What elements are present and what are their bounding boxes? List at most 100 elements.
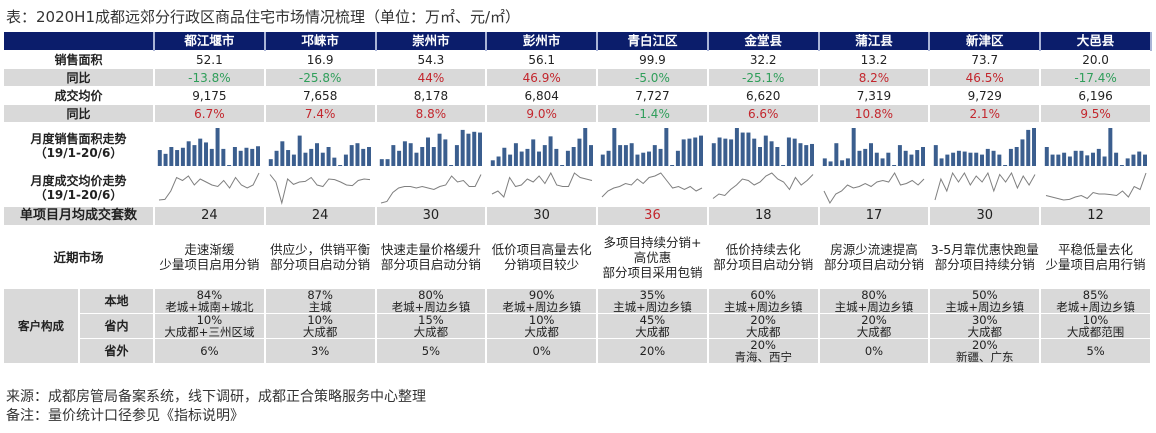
area-bar: [1073, 150, 1078, 166]
area-bar: [618, 144, 623, 166]
market-cell: 平稳低量去化 少量项目启用行销: [1040, 225, 1152, 289]
market-text: 部分项目启动分销: [270, 257, 371, 272]
area-bar: [915, 149, 920, 166]
area-bar: [897, 144, 902, 166]
area-bar: [391, 144, 396, 166]
area-bar: [1055, 154, 1060, 166]
customer-sub-label: 省内: [79, 313, 155, 339]
price-sparkline-cell: [1040, 168, 1152, 207]
customer-cell: 60% 主城+周边乡镇: [707, 288, 820, 314]
area-bar: [758, 146, 763, 166]
price-line: [269, 173, 371, 205]
customer-text: 0%: [864, 344, 884, 358]
area-bar: [502, 147, 507, 166]
customer-province-row: 省内 10% 大成都+三州区域 10% 大成都 15% 大成都 10% 大成都 45% 大成都 20%…: [4, 313, 1152, 339]
customer-text: 85%: [1082, 288, 1109, 302]
row-label-text: 单项目月均成交套数: [19, 208, 137, 223]
value-cell: 32.2: [707, 50, 820, 69]
area-bar: [723, 138, 728, 166]
area-sparkline-cell: [707, 122, 820, 169]
row-label: 月度成交均价走势 （19/1-20/6）: [4, 168, 155, 207]
value-cell: 7.4%: [264, 104, 377, 123]
area-bar: [903, 150, 908, 166]
customer-text: 15%: [418, 313, 444, 327]
area-bar: [769, 140, 774, 166]
area-bar: [163, 153, 168, 166]
area-bar: [338, 164, 343, 166]
area-bar: [244, 147, 249, 166]
area-bar: [624, 144, 629, 166]
value-cell: 46.5%: [929, 68, 1042, 87]
price-line-sparkline: [1045, 172, 1147, 201]
area-bar: [968, 152, 973, 166]
area-bar: [845, 157, 850, 166]
customer-cell: 10% 大成都范围: [1040, 313, 1152, 339]
area-bar: [1050, 154, 1055, 166]
sales-area-yoy-row: 同比 -13.8% -25.8% 44% 46.9% -5.0% -25.1% 8.2% 46.…: [4, 68, 1152, 87]
value-cell: 54.3: [375, 50, 488, 69]
value-cell: -13.8%: [154, 68, 266, 87]
area-bar: [175, 149, 180, 166]
price-line-sparkline: [159, 172, 260, 200]
area-bar: [513, 142, 518, 166]
customer-text: 大成都: [635, 325, 670, 339]
price-line: [491, 171, 592, 198]
area-bar-sparkline: [379, 129, 482, 166]
area-sparkline-cell: [929, 122, 1042, 169]
area-bar: [169, 146, 174, 166]
area-bar: [256, 145, 261, 166]
area-bar: [945, 154, 950, 166]
market-text: 走速渐缓: [184, 242, 235, 257]
row-label-text: 同比: [66, 70, 91, 85]
area-bar: [653, 144, 658, 166]
market-cell: 房源少流速提高 部分项目启动分销: [818, 225, 931, 289]
district-header: 邛崃市: [264, 32, 377, 51]
value-cell: 8.8%: [375, 104, 488, 123]
area-bar: [939, 157, 944, 166]
customer-cell: 84% 老城+城南+城北: [154, 288, 266, 314]
area-bar: [647, 151, 652, 166]
price-sparkline-cell: [597, 168, 709, 207]
market-text: 多项目持续分销+: [603, 234, 702, 250]
area-bar: [1131, 154, 1136, 166]
area-bar: [880, 157, 885, 166]
value-cell: -25.1%: [707, 68, 820, 87]
value-cell: 9,175: [154, 86, 266, 105]
area-bar: [712, 142, 716, 166]
area-bar: [950, 152, 955, 166]
area-bar: [997, 154, 1002, 166]
area-sparkline-cell: [597, 122, 709, 169]
market-text: 部分项目启动分销: [823, 257, 924, 272]
customer-text: 20%: [971, 338, 998, 352]
customer-text: 20%: [750, 313, 776, 327]
area-bar: [187, 140, 192, 166]
customer-text: 主城: [308, 300, 332, 314]
value-cell: 12: [1040, 206, 1152, 226]
customer-cell: 0%: [486, 338, 599, 364]
customer-cell: 5%: [1040, 338, 1152, 364]
area-bar: [320, 152, 325, 166]
market-text: 少量项目启用分销: [159, 257, 260, 272]
customer-text: 主城+周边乡镇: [723, 300, 803, 314]
value-cell: 20.0: [1040, 50, 1152, 69]
area-bar: [1002, 164, 1007, 166]
customer-cell: 20% 青海、西宁: [707, 338, 820, 364]
row-label-text: （19/1-20/6）: [34, 187, 123, 202]
customer-cell: 20% 大成都: [818, 313, 931, 339]
customer-text: 老城+周边乡镇: [502, 300, 581, 314]
area-bar: [1044, 146, 1049, 166]
area-bar: [379, 158, 384, 166]
value-cell: -5.0%: [597, 68, 709, 87]
area-bar: [1119, 164, 1124, 166]
area-bar-sparkline: [268, 135, 372, 166]
customer-cell: 35% 主城+周边乡镇: [597, 288, 709, 314]
area-bar: [699, 135, 704, 166]
area-bar: [536, 151, 541, 166]
customer-text: 87%: [307, 288, 333, 302]
price-line: [1045, 172, 1147, 201]
price-line: [380, 173, 482, 203]
value-cell: 6,620: [707, 86, 820, 105]
customer-text: 大成都: [745, 325, 781, 339]
area-bar: [315, 142, 320, 166]
area-bar: [764, 135, 768, 166]
